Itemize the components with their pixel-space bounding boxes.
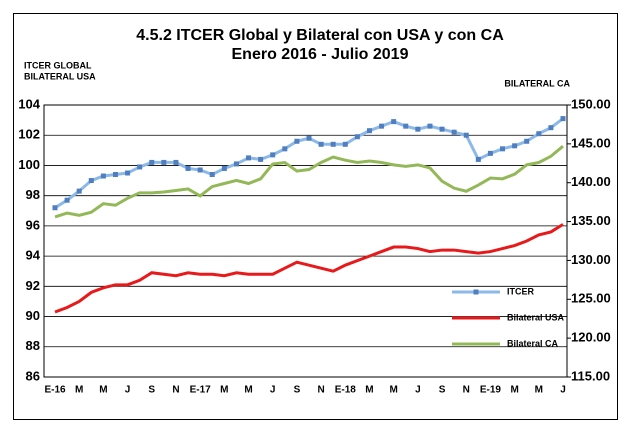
series-marker xyxy=(294,138,300,144)
series-marker xyxy=(197,167,203,173)
series-marker xyxy=(451,129,457,135)
series-marker xyxy=(64,197,70,203)
y-tick-label: 88 xyxy=(26,338,40,353)
y-tick-label: 94 xyxy=(26,248,41,263)
series-marker xyxy=(318,141,324,147)
x-tick-label: M xyxy=(220,385,228,396)
series-marker xyxy=(246,155,252,161)
series-marker xyxy=(88,178,94,184)
series-marker xyxy=(330,141,336,147)
x-tick-label: M xyxy=(244,385,252,396)
series-marker xyxy=(76,188,82,194)
series-marker xyxy=(306,135,312,141)
series-marker xyxy=(221,165,227,171)
x-tick-label: N xyxy=(172,385,179,396)
y-tick-label: 100 xyxy=(18,157,40,172)
legend-label: ITCER xyxy=(507,286,535,296)
series-marker xyxy=(463,132,469,138)
y-axis-label: BILATERAL USA xyxy=(24,71,96,81)
series-marker xyxy=(354,134,360,140)
y2-tick-label: 135.00 xyxy=(571,213,611,228)
series-marker xyxy=(209,172,215,178)
series-marker xyxy=(548,125,554,131)
series-marker xyxy=(475,156,481,162)
series-marker xyxy=(137,164,143,170)
series-marker xyxy=(500,146,506,152)
x-tick-label: S xyxy=(294,385,301,396)
x-tick-label: M xyxy=(535,385,543,396)
series-marker xyxy=(487,150,493,156)
series-marker xyxy=(149,159,155,165)
y2-tick-label: 140.00 xyxy=(571,174,611,189)
y-axis-label: ITCER GLOBAL xyxy=(24,60,92,70)
x-tick-label: M xyxy=(99,385,107,396)
series-marker xyxy=(112,172,118,178)
x-tick-label: E-17 xyxy=(190,385,212,396)
y2-tick-label: 150.00 xyxy=(571,96,611,111)
y-tick-label: 96 xyxy=(26,217,40,232)
y2-tick-label: 115.00 xyxy=(571,368,610,383)
chart-subtitle: Enero 2016 - Julio 2019 xyxy=(232,46,409,63)
chart-frame xyxy=(13,13,618,420)
series-marker xyxy=(536,131,542,137)
series-marker xyxy=(161,159,167,165)
series-marker xyxy=(282,146,288,152)
y-tick-label: 86 xyxy=(26,368,40,383)
x-tick-label: J xyxy=(415,385,421,396)
legend-marker xyxy=(473,289,479,295)
x-tick-label: J xyxy=(560,385,566,396)
y2-tick-label: 130.00 xyxy=(571,252,611,267)
series-marker xyxy=(258,156,264,162)
series-marker xyxy=(524,138,530,144)
series-line xyxy=(54,223,564,314)
x-tick-label: E-18 xyxy=(335,385,357,396)
series-marker xyxy=(439,126,445,132)
x-tick-label: E-16 xyxy=(44,385,66,396)
series-marker xyxy=(560,116,566,122)
x-tick-label: J xyxy=(125,385,131,396)
series-marker xyxy=(415,126,421,132)
series-line xyxy=(54,145,564,219)
y2-tick-label: 120.00 xyxy=(571,330,611,345)
series-marker xyxy=(270,152,276,158)
x-tick-label: S xyxy=(439,385,446,396)
series-marker xyxy=(427,123,433,129)
y-tick-label: 98 xyxy=(26,187,40,202)
x-tick-label: M xyxy=(389,385,397,396)
series-marker xyxy=(100,173,106,179)
y2-tick-label: 125.00 xyxy=(571,291,611,306)
series-marker xyxy=(185,165,191,171)
x-tick-label: M xyxy=(75,385,83,396)
x-tick-label: J xyxy=(270,385,276,396)
legend-label: Bilateral USA xyxy=(507,312,565,322)
x-tick-label: N xyxy=(463,385,470,396)
series-marker xyxy=(403,123,409,129)
x-tick-label: E-19 xyxy=(480,385,502,396)
legend-label: Bilateral CA xyxy=(507,338,559,348)
series-marker xyxy=(173,159,179,165)
series-marker xyxy=(391,119,397,125)
chart-title: 4.5.2 ITCER Global y Bilateral con USA y… xyxy=(136,27,504,44)
y-tick-label: 102 xyxy=(18,127,40,142)
series-marker xyxy=(512,143,518,149)
x-tick-label: N xyxy=(317,385,324,396)
series-marker xyxy=(125,170,131,176)
series-marker xyxy=(379,123,385,129)
series-marker xyxy=(233,161,239,167)
series-marker xyxy=(342,141,348,147)
y-tick-label: 104 xyxy=(18,96,40,111)
series-marker xyxy=(52,205,58,211)
x-tick-label: M xyxy=(510,385,518,396)
y-tick-label: 90 xyxy=(26,308,40,323)
series-marker xyxy=(366,128,372,134)
x-tick-label: S xyxy=(148,385,155,396)
plot-frame xyxy=(43,104,568,378)
x-tick-label: M xyxy=(365,385,373,396)
y-tick-label: 92 xyxy=(26,278,40,293)
y2-axis-label: BILATERAL CA xyxy=(504,78,570,88)
y2-tick-label: 145.00 xyxy=(571,135,611,150)
